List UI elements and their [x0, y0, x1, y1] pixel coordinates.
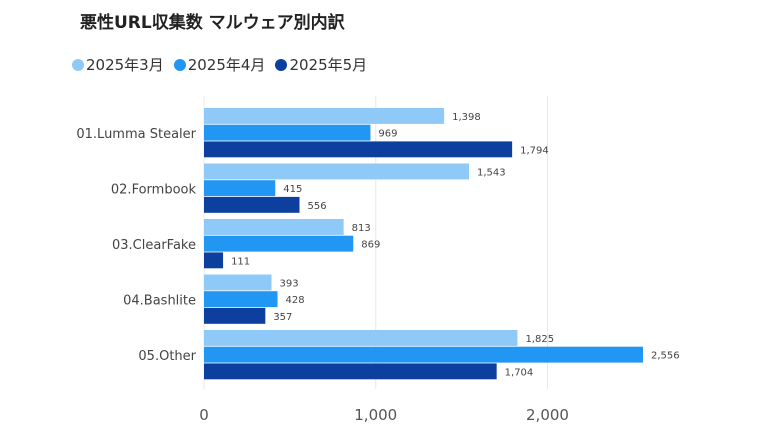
category-label: 02.Formbook — [111, 183, 197, 198]
x-tick-label: 2,000 — [526, 406, 569, 424]
data-label: 357 — [273, 312, 292, 323]
legend-label-may: 2025年5月 — [289, 56, 368, 74]
bar[interactable] — [204, 235, 354, 252]
bar[interactable] — [204, 363, 497, 380]
legend-item-april[interactable]: 2025年4月 — [173, 54, 266, 75]
data-label: 813 — [352, 223, 371, 234]
data-label: 969 — [378, 129, 397, 140]
bar[interactable] — [204, 124, 371, 141]
data-label: 2,556 — [651, 351, 680, 362]
data-label: 556 — [307, 201, 326, 212]
data-label: 1,543 — [477, 167, 506, 178]
legend-swatch-march — [72, 58, 84, 71]
bar[interactable] — [204, 291, 278, 308]
data-label: 1,825 — [525, 334, 554, 345]
x-tick-label: 1,000 — [354, 406, 397, 424]
legend: 2025年3月 2025年4月 2025年5月 — [72, 54, 367, 75]
legend-swatch-april — [173, 58, 186, 71]
data-label: 428 — [286, 295, 305, 306]
legend-label-april: 2025年4月 — [187, 56, 266, 74]
bar[interactable] — [204, 219, 344, 235]
bar[interactable] — [204, 307, 266, 324]
data-label: 111 — [231, 256, 250, 267]
data-label: 1,794 — [520, 145, 549, 156]
bar[interactable] — [204, 274, 272, 291]
bar[interactable] — [204, 346, 643, 363]
bar[interactable] — [204, 196, 300, 213]
legend-swatch-may — [275, 58, 288, 71]
bar[interactable] — [204, 108, 445, 124]
bar[interactable] — [204, 330, 518, 346]
bar[interactable] — [204, 180, 276, 197]
category-label: 04.Bashlite — [123, 294, 196, 309]
category-label: 05.Other — [138, 349, 196, 364]
bar[interactable] — [204, 163, 470, 180]
legend-item-may[interactable]: 2025年5月 — [275, 54, 367, 75]
data-label: 869 — [361, 240, 380, 251]
bar[interactable] — [204, 141, 513, 158]
data-label: 415 — [283, 184, 302, 195]
bar[interactable] — [204, 252, 224, 269]
legend-item-march[interactable]: 2025年3月 — [72, 54, 164, 75]
chart-title: 悪性URL収集数 マルウェア別内訳 — [80, 13, 345, 33]
x-tick-label: 0 — [199, 406, 209, 424]
data-label: 393 — [279, 278, 298, 289]
data-label: 1,398 — [452, 112, 481, 123]
legend-label-march: 2025年3月 — [86, 56, 164, 74]
category-label: 01.Lumma Stealer — [76, 127, 196, 142]
data-label: 1,704 — [505, 367, 534, 378]
category-label: 03.ClearFake — [112, 238, 196, 253]
